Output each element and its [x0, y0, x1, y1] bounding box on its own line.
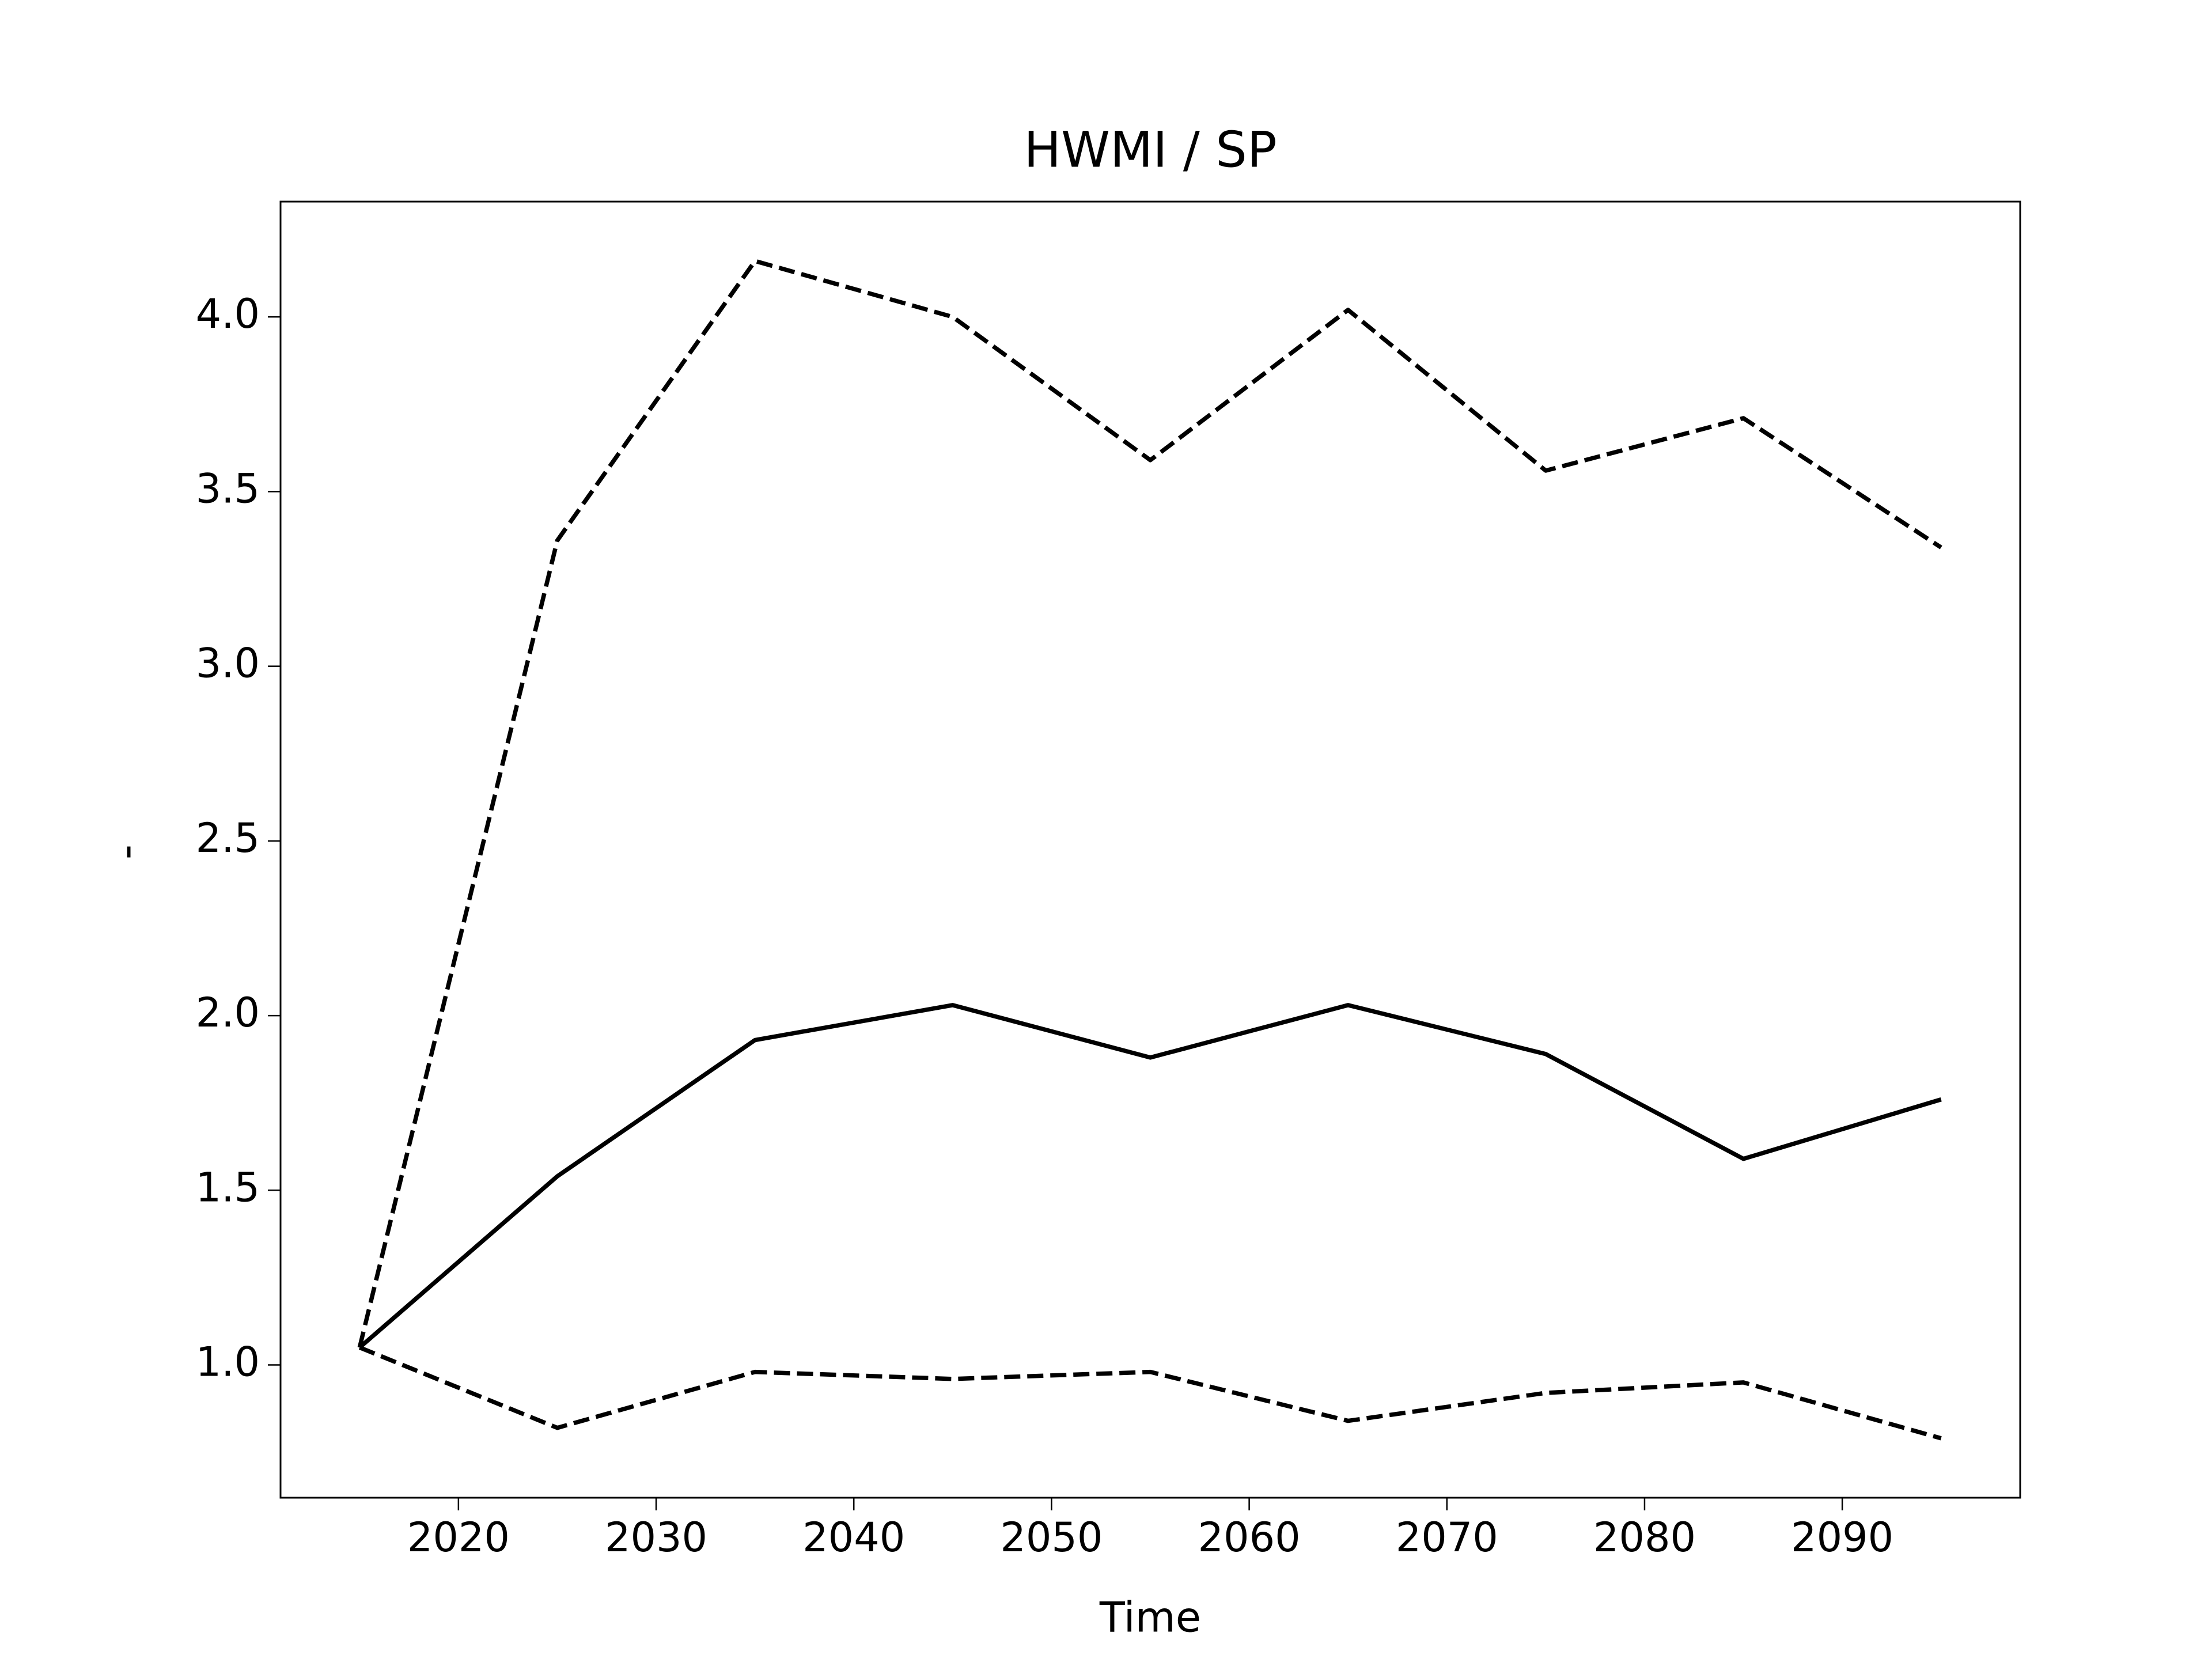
- x-tick-label: 2030: [605, 1514, 707, 1561]
- y-tick-label: 1.0: [196, 1339, 260, 1386]
- x-axis-label: Time: [1099, 1593, 1201, 1642]
- x-tick-label: 2020: [407, 1514, 510, 1561]
- series-line: [358, 1003, 1942, 1350]
- x-tick-label: 2070: [1396, 1514, 1498, 1561]
- y-axis-label: -: [102, 844, 150, 859]
- y-tick-label: 2.0: [196, 989, 260, 1036]
- x-tick-label: 2050: [1000, 1514, 1103, 1561]
- series-line: [358, 1345, 1942, 1441]
- x-tick-label: 2080: [1593, 1514, 1696, 1561]
- y-tick-label: 3.0: [196, 640, 260, 687]
- x-tick-label: 2040: [802, 1514, 905, 1561]
- plot-frame: [279, 200, 2021, 1499]
- x-tick-label: 2090: [1791, 1514, 1893, 1561]
- y-tick-label: 4.0: [196, 290, 260, 338]
- x-tick-label: 2060: [1198, 1514, 1301, 1561]
- y-tick-label: 1.5: [196, 1164, 260, 1211]
- y-tick-label: 2.5: [196, 815, 260, 862]
- series-line: [357, 259, 1942, 1349]
- y-tick-label: 3.5: [196, 465, 260, 512]
- chart-title: HWMI / SP: [1024, 121, 1277, 179]
